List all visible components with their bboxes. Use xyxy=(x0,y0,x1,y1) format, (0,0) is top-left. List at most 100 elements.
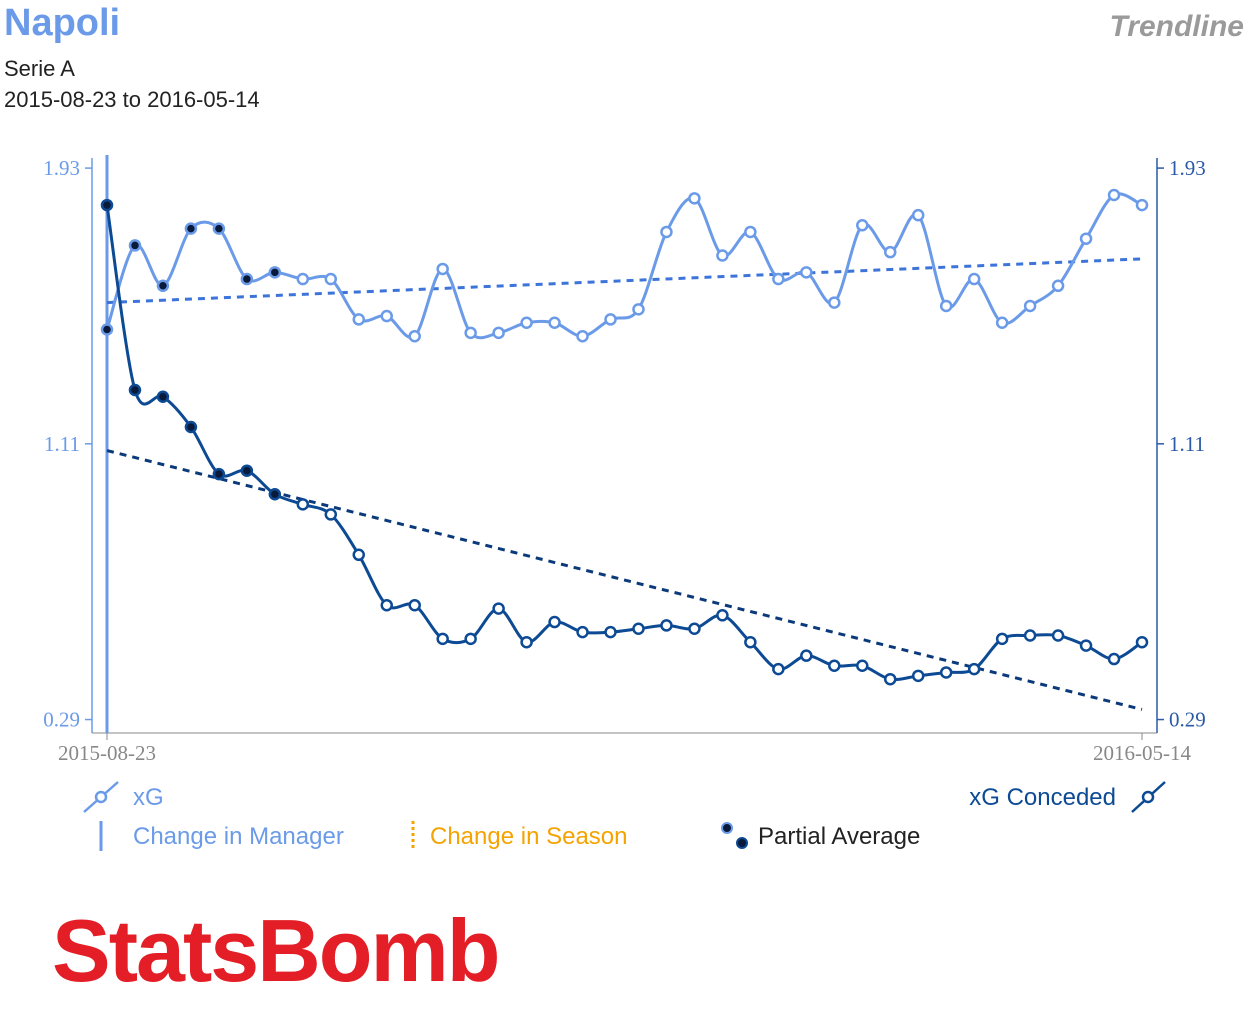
xg-point xyxy=(128,239,142,252)
xg-point xyxy=(156,279,170,293)
xg-point xyxy=(883,245,897,259)
xg-conceded-point xyxy=(660,619,673,632)
xg-conceded-point xyxy=(1107,652,1121,666)
xg-point xyxy=(268,266,282,279)
xg-point xyxy=(212,222,226,235)
xg-point xyxy=(716,249,729,262)
xg-point xyxy=(436,262,449,276)
xg-conceded-point xyxy=(716,609,729,622)
legend-xg-label: xG xyxy=(133,784,164,811)
xg-point xyxy=(828,296,841,309)
xg-conceded-point xyxy=(744,635,757,649)
xg-point xyxy=(408,329,421,343)
right-y-ticks: 0.29 1.11 1.93 xyxy=(1157,156,1206,732)
xg-point xyxy=(967,272,981,286)
xg-conceded-point xyxy=(548,615,561,629)
xg-point xyxy=(1023,299,1037,313)
legend-manager-label: Change in Manager xyxy=(133,823,344,850)
xg-conceded-point xyxy=(1079,639,1093,652)
xg-point xyxy=(100,323,114,336)
left-y-tick-label: 0.29 xyxy=(43,708,80,732)
xg-conceded-point xyxy=(967,662,981,676)
left-y-ticks: 0.29 1.11 1.93 xyxy=(43,156,92,732)
xg-point xyxy=(744,225,757,239)
xg-point xyxy=(352,313,366,326)
xg-point xyxy=(184,222,198,235)
xg-conceded-point xyxy=(212,467,226,481)
x-tick-label-start: 2015-08-23 xyxy=(58,741,156,765)
xg-conceded-point xyxy=(380,598,393,612)
xg-conceded-point xyxy=(604,625,617,639)
legend-partial-average-icon xyxy=(721,822,748,849)
legend-xg-conceded-label: xG Conceded xyxy=(969,784,1116,811)
xg-point xyxy=(800,266,813,279)
xg-point xyxy=(856,219,869,232)
date-range-label: 2015-08-23 to 2016-05-14 xyxy=(4,87,260,112)
xg-line xyxy=(105,192,1143,340)
xg-point xyxy=(660,225,673,239)
xg-conceded-point xyxy=(464,632,477,646)
xg-conceded-point xyxy=(520,635,533,649)
xg-point xyxy=(380,309,393,323)
xg-point xyxy=(296,272,310,286)
xg-conceded-point xyxy=(800,649,813,662)
xg-point xyxy=(1051,279,1065,293)
team-title: Napoli xyxy=(4,2,121,44)
xg-point xyxy=(548,316,561,330)
xg-conceded-point xyxy=(156,390,170,403)
xg-conceded-point xyxy=(184,420,198,434)
competition-label: Serie A xyxy=(4,56,75,81)
xg-conceded-point xyxy=(436,632,449,646)
x-tick-label-end: 2016-05-14 xyxy=(1093,741,1191,765)
xg-point xyxy=(1079,232,1093,245)
xg-conceded-point xyxy=(492,602,505,615)
legend-xg-conceded-icon xyxy=(1131,781,1166,813)
xg-conceded-point xyxy=(324,508,338,521)
xg-conceded-trend-line xyxy=(106,449,1143,711)
xg-conceded-point xyxy=(1023,629,1037,642)
xg-point xyxy=(1107,188,1121,202)
xg-point xyxy=(632,303,645,316)
xg-conceded-point xyxy=(911,669,925,683)
xg-conceded-point xyxy=(995,632,1009,646)
xg-conceded-point xyxy=(268,488,282,501)
xg-conceded-point xyxy=(939,666,953,679)
xg-conceded-point xyxy=(1135,635,1149,649)
legend: xG xG Conceded Change in Manager Change … xyxy=(83,781,1166,851)
data-series xyxy=(105,192,1143,682)
xg-point xyxy=(1135,198,1149,212)
xg-conceded-point xyxy=(128,383,142,397)
legend-season-label: Change in Season xyxy=(430,823,627,850)
xg-conceded-point xyxy=(408,598,421,612)
xg-point xyxy=(464,326,477,340)
xg-conceded-point xyxy=(100,198,114,212)
xg-conceded-point xyxy=(352,548,366,562)
xg-point xyxy=(939,299,953,313)
xg-point xyxy=(520,316,533,330)
xg-conceded-point xyxy=(240,464,254,477)
data-points xyxy=(100,188,1149,686)
xg-conceded-point xyxy=(772,662,785,676)
xg-conceded-point xyxy=(688,622,701,636)
left-y-tick-label: 1.93 xyxy=(43,156,80,180)
right-y-tick-label: 1.11 xyxy=(1169,432,1205,456)
xg-point xyxy=(604,313,617,326)
xg-point xyxy=(911,208,925,222)
right-y-tick-label: 1.93 xyxy=(1169,156,1206,180)
right-y-tick-label: 0.29 xyxy=(1169,708,1206,732)
xg-point xyxy=(492,326,505,340)
xg-point xyxy=(324,272,338,286)
xg-conceded-point xyxy=(632,622,645,636)
xg-conceded-point xyxy=(296,498,310,511)
chart-kind-label: Trendline xyxy=(1109,10,1244,43)
xg-conceded-point xyxy=(828,659,841,672)
xg-trend-line xyxy=(106,257,1143,305)
xg-point xyxy=(772,272,785,286)
xg-point xyxy=(688,192,701,205)
xg-conceded-point xyxy=(576,625,589,639)
statsbomb-logo: StatsBomb xyxy=(52,901,500,1000)
left-y-tick-label: 1.11 xyxy=(44,432,80,456)
xg-point xyxy=(576,329,589,343)
xg-point xyxy=(995,316,1009,330)
